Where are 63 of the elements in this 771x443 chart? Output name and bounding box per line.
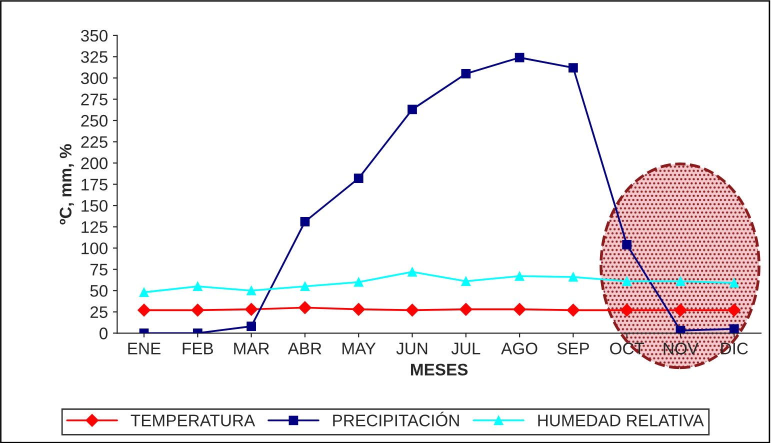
point [300, 282, 310, 292]
point [354, 174, 364, 184]
legend-label: HUMEDAD RELATIVA [538, 414, 704, 426]
y-tick-label: 125 [82, 221, 108, 234]
y-tick-label: 300 [80, 72, 108, 84]
point [514, 271, 524, 281]
y-axis-title: ºC, mm, % [60, 144, 74, 224]
y-tick-label: 100 [82, 242, 108, 254]
x-tick-label: AGO [501, 342, 538, 354]
y-tick-label: 250 [81, 114, 108, 127]
point [566, 304, 580, 317]
point [354, 277, 364, 287]
point [728, 304, 741, 317]
legend-label: TEMPERATURA [130, 414, 256, 426]
x-tick-label: ABR [288, 342, 322, 354]
x-tick-label: FEB [182, 342, 213, 354]
point [191, 304, 204, 317]
point [622, 276, 632, 286]
point [568, 272, 578, 282]
x-tick-label: JUN [396, 342, 428, 354]
x-tick-label: MAY [342, 342, 376, 354]
point [459, 302, 472, 316]
legend-label: PRECIPITACIÓN [333, 412, 459, 426]
point [406, 304, 419, 317]
point [461, 69, 471, 78]
x-tick-label: SEP [557, 342, 589, 354]
point [138, 304, 150, 317]
point [676, 326, 686, 334]
y-tick-label: 350 [80, 30, 108, 42]
y-tick-label: 0 [100, 328, 108, 340]
point [568, 63, 578, 72]
point [352, 302, 366, 316]
y-tick-label: 175 [82, 178, 108, 190]
point [461, 276, 471, 286]
point [300, 217, 310, 226]
point [729, 278, 739, 288]
x-tick-label: ENE [128, 342, 160, 354]
point [408, 104, 417, 114]
point [676, 276, 686, 286]
point [729, 324, 739, 334]
y-tick-label: 150 [82, 200, 108, 212]
point [408, 267, 417, 277]
point [244, 302, 258, 316]
y-tick-label: 225 [81, 136, 108, 148]
y-tick-label: 325 [80, 51, 108, 63]
point [298, 301, 312, 314]
point [674, 304, 687, 317]
point [246, 286, 256, 296]
y-tick-label: 50 [90, 285, 108, 297]
y-tick-label: 275 [81, 94, 108, 106]
point [514, 52, 524, 62]
y-tick-label: 25 [90, 306, 108, 318]
x-tick-label: JUL [451, 342, 480, 354]
x-axis-title: MESES [411, 364, 468, 376]
point [246, 322, 256, 332]
point [620, 304, 634, 317]
x-tick-label: MAR [234, 342, 270, 354]
y-tick-label: 75 [90, 264, 108, 276]
point [192, 282, 202, 292]
point [139, 288, 149, 297]
point [513, 302, 526, 316]
point [622, 240, 632, 250]
y-tick-label: 200 [81, 157, 108, 170]
